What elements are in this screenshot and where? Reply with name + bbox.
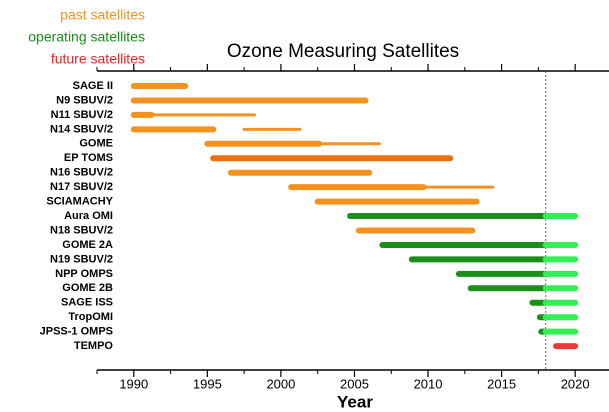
row-label: N16 SBUV/2 — [50, 167, 113, 179]
chart-title: Ozone Measuring Satellites — [227, 41, 459, 62]
row-label: EP TOMS — [64, 152, 113, 164]
row-label: GOME 2A — [62, 239, 113, 251]
row-label: GOME — [79, 138, 113, 150]
x-tick-label: 2000 — [266, 376, 295, 391]
row-label: SAGE ISS — [61, 297, 113, 309]
legend-entry: past satellites — [60, 7, 145, 23]
row-label: SAGE II — [73, 80, 113, 92]
x-tick-label: 2005 — [340, 376, 369, 391]
x-axis-label: Year — [337, 392, 373, 411]
row-label: SCIAMACHY — [46, 196, 113, 208]
legend-entry: future satellites — [51, 51, 145, 67]
x-tick-label: 2020 — [561, 376, 590, 391]
row-label: N9 SBUV/2 — [56, 94, 113, 106]
row-label: N19 SBUV/2 — [50, 253, 113, 265]
row-label: TropOMI — [68, 311, 113, 323]
row-label: N18 SBUV/2 — [50, 224, 113, 236]
legend-entry: operating satellites — [28, 29, 145, 45]
row-label: GOME 2B — [62, 282, 113, 294]
row-label: N14 SBUV/2 — [50, 123, 113, 135]
x-tick-label: 1995 — [193, 376, 222, 391]
row-label: N11 SBUV/2 — [51, 109, 113, 121]
row-label: Aura OMI — [64, 210, 113, 222]
row-label: NPP OMPS — [55, 268, 113, 280]
x-tick-label: 1990 — [119, 376, 148, 391]
x-tick-label: 2015 — [487, 376, 516, 391]
row-label: N17 SBUV/2 — [50, 181, 113, 193]
row-label: JPSS-1 OMPS — [40, 326, 113, 338]
x-tick-label: 2010 — [414, 376, 443, 391]
row-label: TEMPO — [74, 340, 114, 352]
